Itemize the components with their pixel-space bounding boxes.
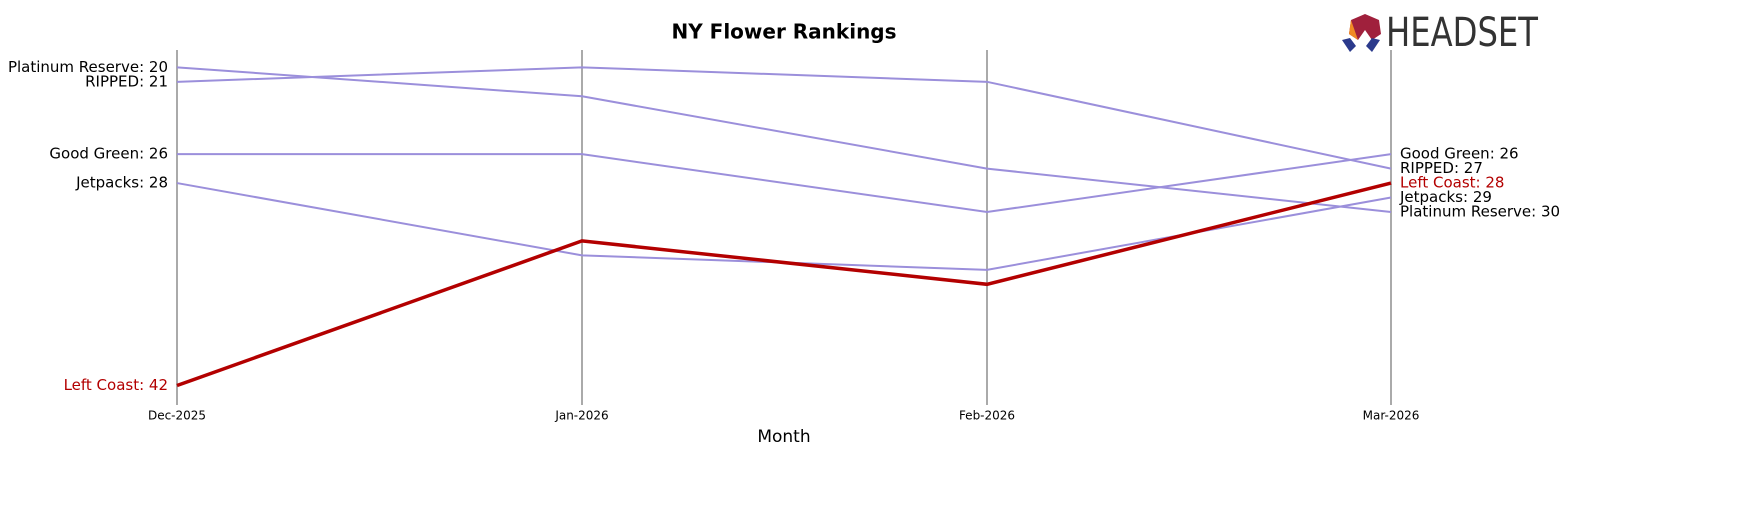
x-tick-label: Feb-2026	[959, 409, 1015, 423]
value-label: Left Coast: 28	[1400, 174, 1504, 192]
value-label: Jetpacks: 28	[75, 174, 168, 192]
series-line: Jetpacks	[176, 182, 1392, 271]
logo-mark	[1349, 14, 1381, 40]
chart-title: NY Flower Rankings	[671, 20, 896, 44]
value-label: Left Coast: 42	[64, 376, 168, 394]
value-label: Platinum Reserve: 30	[1400, 202, 1560, 220]
logo-text: HEADSET	[1386, 10, 1538, 56]
x-tick-label: Jan-2026	[554, 409, 608, 423]
logo-mark	[1342, 38, 1356, 52]
series-line: RIPPED	[176, 66, 1392, 170]
value-label: RIPPED: 21	[85, 72, 168, 90]
logo-mark	[1366, 38, 1380, 52]
logo-mark	[1349, 20, 1358, 40]
value-label: RIPPED: 27	[1400, 159, 1483, 177]
x-axis-label: Month	[757, 427, 810, 447]
series-line: Good Green	[177, 153, 1392, 213]
value-label: Good Green: 26	[49, 145, 168, 163]
value-label: Platinum Reserve: 20	[8, 58, 168, 76]
value-label: Good Green: 26	[1400, 145, 1519, 163]
value-label: Jetpacks: 29	[1399, 188, 1492, 206]
series-line: Platinum Reserve	[176, 66, 1392, 213]
x-tick-label: Mar-2026	[1363, 409, 1420, 423]
series-line: Left Coast	[176, 181, 1392, 388]
x-tick-label: Dec-2025	[148, 409, 206, 423]
logo: HEADSET	[1342, 10, 1538, 56]
